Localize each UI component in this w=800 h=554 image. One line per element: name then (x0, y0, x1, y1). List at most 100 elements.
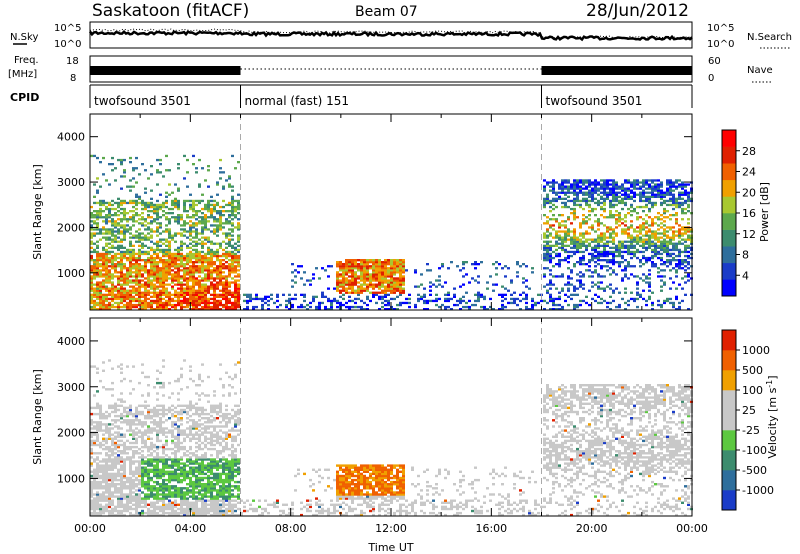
heatmap-cell (123, 293, 126, 296)
heatmap-cell (381, 273, 384, 276)
heatmap-cell (159, 273, 162, 276)
heatmap-cell (153, 250, 156, 254)
heatmap-cell (642, 193, 645, 196)
heatmap-cell (516, 261, 519, 264)
heatmap-cell (141, 246, 144, 249)
heatmap-cell (210, 224, 213, 227)
heatmap-cell (402, 291, 405, 294)
heatmap-cell (399, 303, 402, 307)
heatmap-cell (561, 305, 564, 309)
heatmap-cell (153, 291, 156, 294)
heatmap-cell (672, 232, 675, 235)
heatmap-cell (129, 408, 132, 412)
heatmap-cell (597, 240, 600, 243)
heatmap-cell (237, 275, 240, 278)
heatmap-cell (642, 199, 645, 203)
heatmap-cell (102, 265, 105, 268)
heatmap-cell (354, 301, 357, 305)
heatmap-cell (129, 305, 132, 309)
heatmap-cell (159, 305, 162, 309)
heatmap-cell (156, 205, 159, 209)
heatmap-cell (675, 275, 678, 278)
heatmap-cell (648, 244, 651, 247)
heatmap-cell (525, 295, 528, 298)
heatmap-cell (126, 224, 129, 227)
heatmap-cell (651, 256, 654, 260)
heatmap-cell (168, 244, 171, 247)
heatmap-cell (654, 222, 657, 225)
heatmap-cell (294, 293, 297, 296)
heatmap-cell (213, 303, 216, 307)
heatmap-cell (159, 269, 162, 272)
heatmap-cell (138, 248, 141, 252)
heatmap-cell (141, 273, 144, 276)
heatmap-cell (108, 271, 111, 274)
heatmap-cell (102, 297, 105, 301)
heatmap-cell (633, 246, 636, 249)
heatmap-cell (144, 244, 147, 247)
heatmap-cell (210, 269, 213, 272)
heatmap-cell (351, 305, 354, 309)
heatmap-cell (579, 285, 582, 288)
heatmap-cell (135, 478, 138, 482)
heatmap-cell (132, 445, 135, 449)
heatmap-cell (135, 412, 138, 416)
heatmap-cell (123, 267, 126, 270)
heatmap-cell (102, 303, 105, 307)
heatmap-cell (225, 232, 228, 235)
heatmap-cell (123, 458, 126, 461)
heatmap-cell (657, 238, 660, 241)
heatmap-cell (642, 218, 645, 221)
heatmap-cell (138, 423, 141, 426)
heatmap-cell (558, 308, 561, 311)
heatmap-cell (630, 189, 633, 192)
heatmap-cell (615, 220, 618, 223)
heatmap-cell (381, 263, 384, 266)
heatmap-cell (153, 293, 156, 296)
heatmap-cell (636, 297, 639, 301)
heatmap-cell (423, 287, 426, 290)
heatmap-cell (192, 287, 195, 290)
heatmap-cell (579, 199, 582, 203)
heatmap-cell (366, 285, 369, 288)
heatmap-cell (435, 297, 438, 301)
heatmap-cell (150, 495, 153, 498)
heatmap-cell (348, 299, 351, 303)
heatmap-cell (567, 189, 570, 192)
heatmap-cell (156, 222, 159, 225)
heatmap-cell (114, 476, 117, 480)
heatmap-cell (135, 433, 138, 436)
heatmap-cell (243, 308, 246, 311)
heatmap-cell (168, 222, 171, 225)
heatmap-cell (324, 269, 327, 272)
heatmap-cell (198, 210, 201, 213)
heatmap-cell (504, 293, 507, 296)
heatmap-cell (132, 248, 135, 252)
heatmap-cell (198, 275, 201, 278)
heatmap-cell (447, 267, 450, 270)
heatmap-cell (171, 275, 174, 278)
heatmap-cell (624, 220, 627, 223)
heatmap-cell (93, 458, 96, 461)
heatmap-cell (111, 454, 114, 457)
heatmap-cell (228, 305, 231, 309)
heatmap-cell (603, 299, 606, 303)
heatmap-cell (651, 250, 654, 254)
heatmap-cell (678, 259, 681, 262)
heatmap-cell (237, 234, 240, 237)
heatmap-cell (546, 236, 549, 239)
heatmap-cell (93, 222, 96, 225)
heatmap-cell (138, 495, 141, 498)
heatmap-cell (324, 308, 327, 311)
heatmap-cell (546, 197, 549, 200)
heatmap-cell (117, 256, 120, 260)
heatmap-cell (222, 293, 225, 296)
heatmap-cell (651, 189, 654, 192)
heatmap-cell (174, 265, 177, 268)
heatmap-cell (603, 207, 606, 211)
heatmap-cell (219, 214, 222, 217)
heatmap-cell (156, 281, 159, 284)
heatmap-cell (564, 240, 567, 243)
heatmap-cell (108, 236, 111, 239)
heatmap-cell (120, 503, 123, 506)
